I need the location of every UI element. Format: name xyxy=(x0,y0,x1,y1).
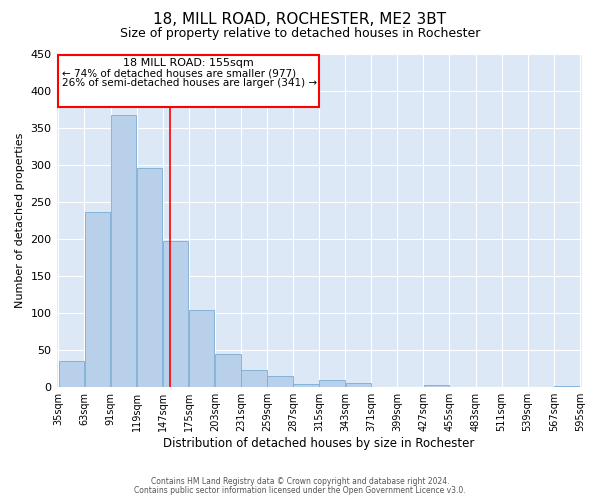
Text: Size of property relative to detached houses in Rochester: Size of property relative to detached ho… xyxy=(120,28,480,40)
Bar xyxy=(111,114,136,387)
Text: 18 MILL ROAD: 155sqm: 18 MILL ROAD: 155sqm xyxy=(124,58,254,68)
Bar xyxy=(215,354,241,387)
Bar xyxy=(554,386,580,387)
Text: Contains public sector information licensed under the Open Government Licence v3: Contains public sector information licen… xyxy=(134,486,466,495)
Bar xyxy=(319,380,345,387)
Text: 18, MILL ROAD, ROCHESTER, ME2 3BT: 18, MILL ROAD, ROCHESTER, ME2 3BT xyxy=(154,12,446,28)
Bar xyxy=(241,370,266,387)
Bar xyxy=(293,384,319,387)
Text: 26% of semi-detached houses are larger (341) →: 26% of semi-detached houses are larger (… xyxy=(62,78,317,88)
Bar xyxy=(58,54,319,108)
Bar xyxy=(163,240,188,387)
Bar xyxy=(85,212,110,387)
Bar xyxy=(189,310,214,387)
Text: ← 74% of detached houses are smaller (977): ← 74% of detached houses are smaller (97… xyxy=(62,68,296,78)
Bar xyxy=(268,376,293,387)
Bar xyxy=(346,383,371,387)
Y-axis label: Number of detached properties: Number of detached properties xyxy=(15,133,25,308)
X-axis label: Distribution of detached houses by size in Rochester: Distribution of detached houses by size … xyxy=(163,437,475,450)
Bar xyxy=(137,168,163,387)
Text: Contains HM Land Registry data © Crown copyright and database right 2024.: Contains HM Land Registry data © Crown c… xyxy=(151,477,449,486)
Bar xyxy=(59,362,84,387)
Bar xyxy=(424,385,449,387)
